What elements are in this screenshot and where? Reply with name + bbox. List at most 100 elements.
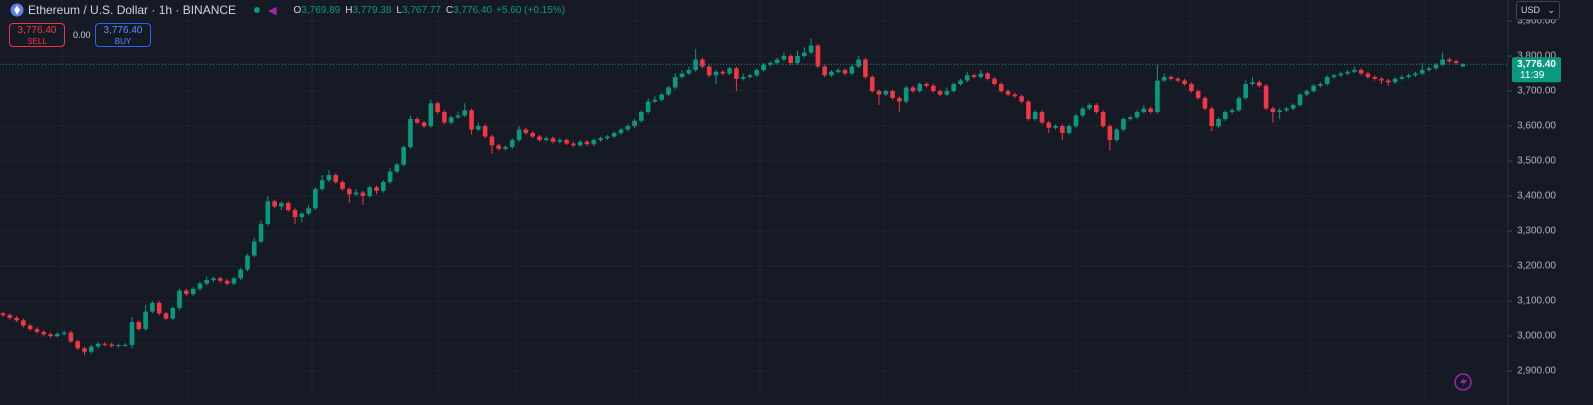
candle-body bbox=[1433, 64, 1439, 69]
candle-body bbox=[1223, 112, 1228, 120]
candle-body bbox=[686, 70, 692, 74]
candle-body bbox=[455, 115, 461, 118]
candle-body bbox=[1080, 108, 1086, 116]
candle-body bbox=[910, 87, 916, 92]
candle-body bbox=[727, 68, 732, 74]
candle-body bbox=[557, 140, 563, 142]
candle-body bbox=[1012, 94, 1018, 97]
currency-button[interactable]: USD ⌄ bbox=[1516, 1, 1560, 20]
chevron[interactable]: ⌄ bbox=[1547, 5, 1555, 15]
candle-body bbox=[27, 325, 33, 330]
candle-body bbox=[1005, 91, 1011, 95]
candle-body bbox=[802, 52, 807, 57]
share-icon[interactable]: ◀ bbox=[268, 4, 277, 17]
candle-body bbox=[1311, 85, 1316, 92]
candle-body bbox=[1134, 112, 1140, 118]
candle-body bbox=[82, 348, 87, 352]
candle-body bbox=[740, 77, 746, 79]
candle-body bbox=[1026, 101, 1031, 120]
candle-body bbox=[571, 143, 576, 146]
candle-body bbox=[190, 288, 196, 295]
candle-body bbox=[754, 70, 760, 76]
candle-body bbox=[876, 91, 882, 95]
candle-body bbox=[102, 343, 108, 345]
candle-body bbox=[985, 73, 990, 79]
candle-body bbox=[1175, 78, 1181, 81]
candle-body bbox=[706, 66, 712, 76]
candle-body bbox=[672, 77, 678, 88]
candle-body bbox=[849, 66, 855, 74]
candles bbox=[0, 38, 1466, 356]
candle-body bbox=[184, 290, 189, 295]
candle-body bbox=[394, 164, 400, 172]
symbol[interactable]: Ethereum / U.S. Dollar · 1h · BINANCE bbox=[28, 3, 237, 17]
candle-body bbox=[1127, 117, 1133, 120]
candle-body bbox=[822, 66, 827, 76]
candle-body bbox=[713, 71, 719, 76]
candle-body bbox=[1148, 108, 1153, 113]
candle-body bbox=[1263, 85, 1269, 109]
candle-body bbox=[55, 333, 60, 337]
candle-body bbox=[516, 129, 522, 141]
currency[interactable]: USD bbox=[1521, 5, 1541, 15]
candle-body bbox=[1236, 98, 1242, 111]
candle-body bbox=[380, 182, 386, 191]
candle-body bbox=[944, 91, 950, 95]
lightning-icon[interactable] bbox=[1454, 373, 1472, 391]
candle-body bbox=[917, 84, 923, 92]
candle-body bbox=[34, 329, 40, 332]
candle-body bbox=[7, 315, 13, 318]
candle-body bbox=[238, 269, 243, 279]
candle-body bbox=[808, 45, 814, 53]
candle-body bbox=[150, 302, 155, 312]
candle-body bbox=[747, 75, 753, 78]
candle-body bbox=[1277, 110, 1282, 113]
lightning-bolt[interactable] bbox=[1460, 376, 1467, 388]
lightning-circle[interactable] bbox=[1454, 373, 1472, 391]
candle-body bbox=[231, 278, 237, 284]
candle-body bbox=[353, 192, 359, 195]
eth-icon-diamond bbox=[14, 5, 20, 15]
ohlc-key: L bbox=[396, 4, 402, 16]
candle-body bbox=[1338, 73, 1344, 76]
candle-body bbox=[693, 59, 698, 71]
candle-body bbox=[1189, 84, 1194, 92]
buy-button[interactable]: 3,776.40 BUY bbox=[95, 23, 151, 47]
candle-body bbox=[1453, 61, 1459, 64]
candle-body bbox=[577, 141, 583, 146]
candle-body bbox=[1297, 94, 1303, 106]
candle-body bbox=[781, 56, 787, 60]
candle-body bbox=[136, 322, 142, 330]
candle-body bbox=[265, 201, 271, 225]
candle-body bbox=[489, 136, 495, 146]
candle-body bbox=[1419, 70, 1425, 74]
candle-body bbox=[869, 77, 875, 92]
candle-body bbox=[550, 138, 556, 142]
candle-body bbox=[204, 280, 210, 284]
candle-body bbox=[251, 241, 257, 256]
last-price-label: 3,776.40 bbox=[1517, 59, 1556, 70]
candle-body bbox=[998, 84, 1004, 92]
candle-body bbox=[0, 313, 6, 316]
candle-body bbox=[319, 180, 325, 190]
candle-body bbox=[652, 99, 658, 102]
buy-price[interactable]: 3,776.40 bbox=[103, 25, 143, 36]
buy-label[interactable]: BUY bbox=[114, 37, 132, 46]
sell-button[interactable]: 3,776.40 SELL bbox=[9, 23, 65, 47]
candle-body bbox=[543, 138, 549, 141]
sell-label[interactable]: SELL bbox=[27, 37, 47, 46]
candle-body bbox=[476, 126, 481, 130]
sell-price[interactable]: 3,776.40 bbox=[17, 25, 57, 36]
candle-body bbox=[428, 103, 434, 127]
candle-body bbox=[1168, 77, 1174, 79]
candle-body bbox=[720, 71, 726, 74]
candle-body bbox=[700, 59, 705, 67]
candle-body bbox=[408, 119, 413, 148]
candle-body bbox=[448, 117, 454, 123]
candle-body bbox=[835, 70, 841, 72]
candle-body bbox=[591, 140, 597, 145]
candle-body bbox=[496, 145, 502, 149]
ohlc-value: 3,779.38 bbox=[352, 4, 392, 16]
candle-body bbox=[937, 91, 943, 95]
